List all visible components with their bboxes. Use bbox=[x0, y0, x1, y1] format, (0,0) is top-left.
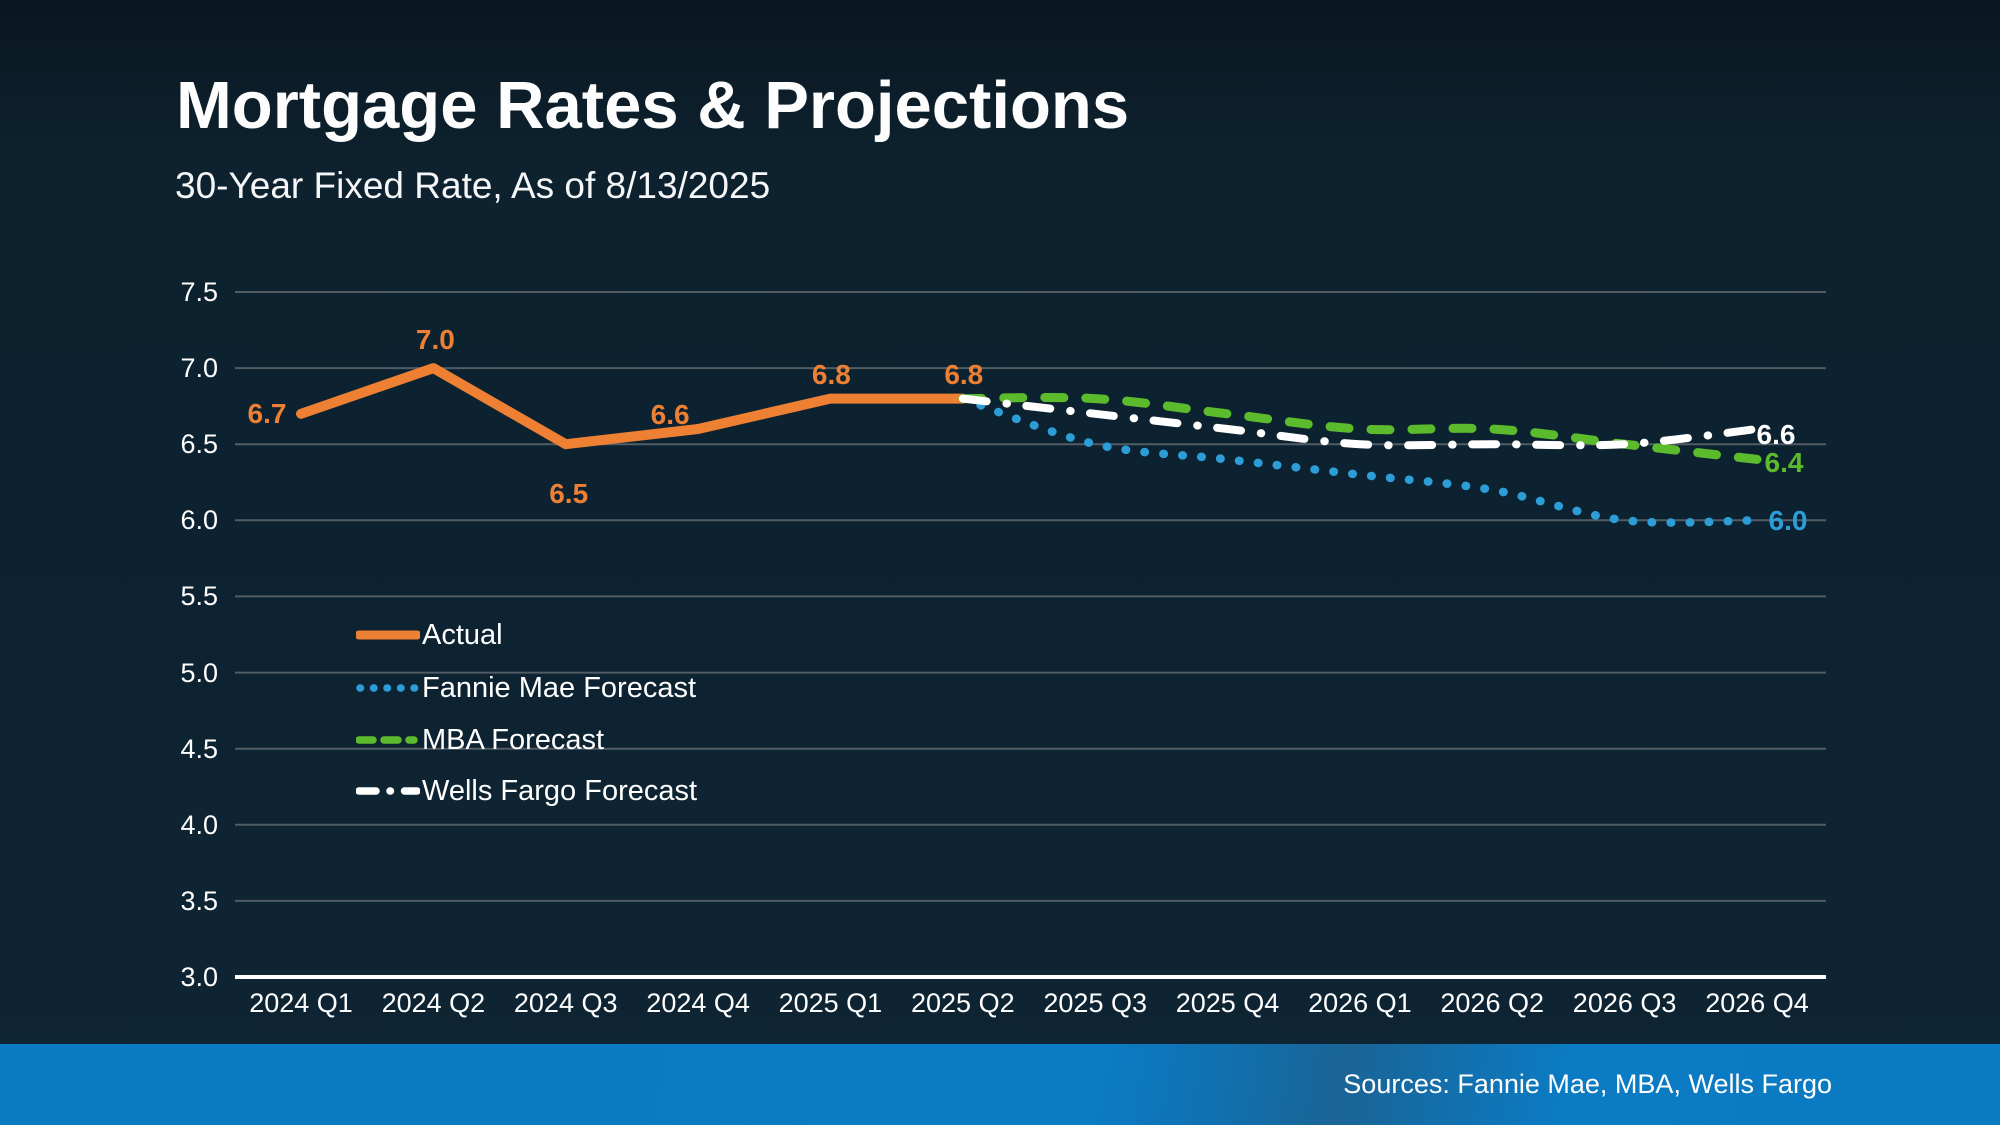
y-tick-label: 5.0 bbox=[180, 657, 218, 688]
y-tick-label: 7.0 bbox=[180, 353, 218, 384]
series-line-fannie-mae-forecast bbox=[958, 394, 1762, 527]
source-note: Sources: Fannie Mae, MBA, Wells Fargo bbox=[1343, 1069, 1832, 1099]
y-tick-label: 3.5 bbox=[180, 885, 218, 916]
y-tick-label: 5.5 bbox=[180, 581, 218, 612]
x-tick-label: 2026 Q2 bbox=[1440, 988, 1544, 1018]
legend-item-wells-fargo-forecast: Wells Fargo Forecast bbox=[356, 773, 697, 809]
y-tick-label: 6.0 bbox=[180, 505, 218, 536]
legend-label-fannie-mae-forecast: Fannie Mae Forecast bbox=[422, 672, 697, 704]
x-tick-label: 2024 Q2 bbox=[381, 988, 486, 1018]
data-label: 6.6 bbox=[1756, 419, 1796, 450]
data-label: 6.7 bbox=[247, 397, 287, 429]
legend-label-mba-forecast: MBA Forecast bbox=[422, 724, 605, 756]
y-tick-label: 7.5 bbox=[180, 277, 218, 307]
legend-swatch-wells-fargo-forecast bbox=[356, 787, 420, 795]
x-tick-label: 2026 Q1 bbox=[1308, 988, 1412, 1018]
data-label: 6.8 bbox=[811, 358, 851, 390]
x-tick-label: 2026 Q4 bbox=[1705, 988, 1809, 1018]
series-line-actual bbox=[296, 363, 968, 450]
data-label: 6.6 bbox=[650, 399, 690, 430]
page-title: Mortgage Rates & Projections bbox=[176, 68, 1130, 143]
data-label: 6.5 bbox=[549, 478, 589, 510]
page-subtitle: 30-Year Fixed Rate, As of 8/13/2025 bbox=[175, 165, 771, 206]
y-tick-label: 6.5 bbox=[180, 429, 218, 460]
legend-label-actual: Actual bbox=[422, 619, 503, 651]
legend-item-fannie-mae-forecast: Fannie Mae Forecast bbox=[356, 670, 696, 706]
legend-swatch-actual bbox=[356, 630, 420, 640]
x-tick-label: 2024 Q4 bbox=[646, 988, 750, 1018]
y-tick-label: 3.0 bbox=[180, 962, 218, 992]
y-tick-label: 4.0 bbox=[180, 809, 218, 840]
data-label: 6.0 bbox=[1768, 505, 1808, 537]
legend-swatch-mba-forecast bbox=[356, 736, 418, 744]
x-tick-label: 2025 Q2 bbox=[911, 988, 1015, 1018]
x-tick-label: 2024 Q1 bbox=[249, 988, 353, 1018]
x-tick-label: 2025 Q4 bbox=[1175, 988, 1280, 1018]
legend-item-actual: Actual bbox=[356, 617, 503, 653]
data-label: 6.8 bbox=[944, 358, 984, 390]
x-tick-label: 2024 Q3 bbox=[513, 988, 618, 1018]
data-label: 7.0 bbox=[415, 324, 455, 356]
legend-swatch-fannie-mae-forecast bbox=[356, 684, 420, 692]
legend-item-mba-forecast: MBA Forecast bbox=[356, 722, 604, 758]
y-tick-label: 4.5 bbox=[180, 733, 218, 764]
series-line-wells-fargo-forecast bbox=[958, 394, 1761, 450]
data-label: 6.4 bbox=[1764, 447, 1804, 479]
x-tick-label: 2026 Q3 bbox=[1572, 988, 1677, 1018]
series-line-mba-forecast bbox=[958, 392, 1762, 464]
x-tick-label: 2025 Q1 bbox=[778, 988, 883, 1018]
footer-bar: Sources: Fannie Mae, MBA, Wells Fargo bbox=[0, 1044, 2000, 1125]
x-tick-label: 2025 Q3 bbox=[1043, 988, 1147, 1018]
legend-label-wells-fargo-forecast: Wells Fargo Forecast bbox=[422, 775, 698, 807]
